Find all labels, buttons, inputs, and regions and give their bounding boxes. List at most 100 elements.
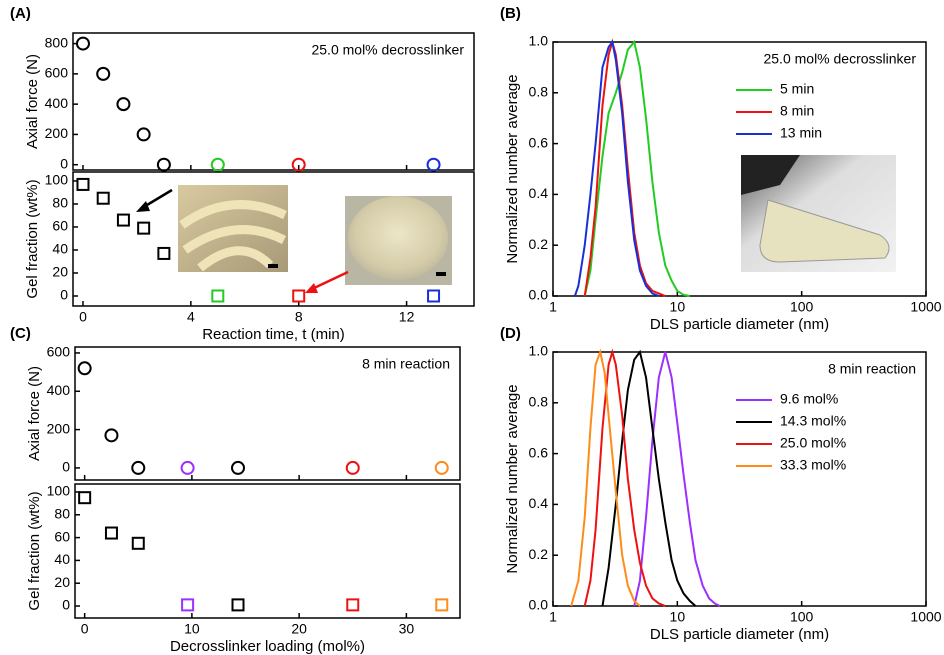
data-point [347,599,358,610]
x-tick-label: 1000 [910,299,941,315]
panel-label: (D) [500,325,521,342]
data-point [182,462,194,474]
data-point [347,462,359,474]
x-tick-label: 4 [187,309,195,325]
y-tick-label: 20 [54,574,70,590]
inset-photo-solid [178,185,288,272]
data-point [138,223,149,234]
panel: 0 200 400 600Axial force (N) (C) 8 min reacti… [10,325,460,480]
legend-label: 5 min [780,81,814,97]
x-axis-title: DLS particle diameter (nm) [650,626,829,643]
x-tick-label: 30 [399,621,415,637]
x-tick-label: 0 [81,621,89,637]
y-tick-label: 400 [45,95,69,111]
data-point [182,599,193,610]
data-point [132,462,144,474]
y-tick-label: 800 [45,34,69,50]
annotation: 8 min reaction [828,361,916,377]
legend-label: 33.3 mol% [780,457,846,473]
data-point [212,290,223,301]
data-point [105,429,117,441]
arrow [305,272,348,293]
y-tick-label: 100 [45,172,69,188]
y-tick-label: 200 [45,125,69,141]
y-tick-label: 0 [62,597,70,613]
arrow [136,190,172,212]
data-point [233,599,244,610]
data-point [79,492,90,503]
x-axis-title: DLS particle diameter (nm) [650,316,829,333]
legend-label: 14.3 mol% [780,413,846,429]
data-point [293,290,304,301]
data-point [118,215,129,226]
x-tick-label: 20 [291,621,307,637]
x-tick-label: 12 [399,309,415,325]
panel-label: (C) [10,325,31,342]
data-point [436,599,447,610]
data-point [117,98,129,110]
data-point [98,193,109,204]
data-point [77,179,88,190]
data-point [133,538,144,549]
data-point [79,362,91,374]
panel: 0.00.20.40.60.81.01101001000DLS particle… [500,325,942,643]
y-tick-label: 0.0 [529,597,549,613]
y-axis-title: Gel fraction (wt%) [24,179,41,298]
panel-label: (A) [10,5,31,22]
legend-label: 9.6 mol% [780,391,838,407]
x-tick-label: 8 [295,309,303,325]
y-tick-label: 0.4 [529,185,549,201]
data-point [232,462,244,474]
y-axis-title: Normalized number average [504,74,521,263]
x-tick-label: 0 [79,309,87,325]
data-point [436,462,448,474]
data-line [575,42,659,296]
y-tick-label: 0 [60,155,68,171]
data-point [158,159,170,171]
x-tick-label: 1 [549,299,557,315]
y-axis-title: Axial force (N) [24,54,41,149]
y-tick-label: 80 [54,505,70,521]
y-tick-label: 60 [52,218,68,234]
y-tick-label: 80 [52,195,68,211]
y-tick-label: 400 [47,382,71,398]
legend-label: 8 min [780,103,814,119]
y-axis-title: Axial force (N) [26,366,43,461]
y-tick-label: 1.0 [529,33,549,49]
y-tick-label: 0 [62,459,70,475]
y-tick-label: 0.6 [529,444,549,460]
y-tick-label: 40 [52,241,68,257]
x-tick-label: 1000 [910,609,941,625]
y-tick-label: 0.4 [529,495,549,511]
data-point [97,68,109,80]
y-axis-title: Normalized number average [504,384,521,573]
y-tick-label: 0.6 [529,134,549,150]
y-axis-title: Gel fraction (wt%) [26,491,43,610]
x-tick-label: 10 [670,609,686,625]
panel-label: (B) [500,5,521,22]
annotation: 8 min reaction [362,356,450,372]
data-point [77,38,89,50]
figure: 0200400600800Axial force (N)(A)25.0 mol%… [0,0,944,655]
legend-label: 25.0 mol% [780,435,846,451]
data-point [106,528,117,539]
y-tick-label: 20 [52,264,68,280]
x-tick-label: 10 [184,621,200,637]
annotation: 25.0 mol% decrosslinker [763,51,916,67]
x-tick-label: 100 [790,299,814,315]
x-tick-label: 10 [670,299,686,315]
y-tick-label: 40 [54,551,70,567]
inset-photo-vial [741,155,896,272]
y-tick-label: 600 [47,344,71,360]
y-tick-label: 0.0 [529,287,549,303]
data-point [212,159,224,171]
y-tick-label: 0 [60,287,68,303]
x-tick-label: 1 [549,609,557,625]
y-tick-label: 600 [45,65,69,81]
y-tick-label: 200 [47,420,71,436]
x-axis-title: Reaction time, t (min) [202,326,345,343]
data-line [571,352,640,606]
y-tick-label: 0.2 [529,546,549,562]
plot-frame [75,484,460,618]
